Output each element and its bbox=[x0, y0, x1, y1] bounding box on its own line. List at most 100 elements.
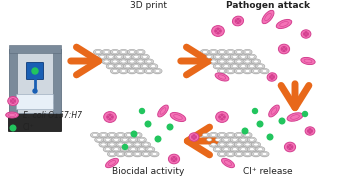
Text: Pathogen attack: Pathogen attack bbox=[226, 1, 310, 10]
Ellipse shape bbox=[226, 60, 235, 65]
Ellipse shape bbox=[98, 54, 107, 59]
Ellipse shape bbox=[105, 158, 118, 168]
Ellipse shape bbox=[144, 60, 154, 65]
Ellipse shape bbox=[207, 55, 212, 58]
Ellipse shape bbox=[200, 49, 209, 55]
Circle shape bbox=[273, 76, 274, 77]
Ellipse shape bbox=[222, 54, 231, 59]
Ellipse shape bbox=[239, 55, 248, 60]
Ellipse shape bbox=[215, 65, 220, 68]
Ellipse shape bbox=[200, 50, 209, 55]
Bar bbox=[9, 49, 17, 113]
Ellipse shape bbox=[230, 137, 239, 142]
Ellipse shape bbox=[136, 60, 145, 65]
Ellipse shape bbox=[103, 147, 112, 152]
Ellipse shape bbox=[249, 148, 254, 151]
Ellipse shape bbox=[236, 133, 242, 136]
Ellipse shape bbox=[217, 59, 226, 64]
Ellipse shape bbox=[139, 138, 144, 141]
Ellipse shape bbox=[151, 65, 156, 68]
Ellipse shape bbox=[262, 70, 267, 73]
Ellipse shape bbox=[138, 60, 143, 63]
Ellipse shape bbox=[226, 50, 235, 55]
Circle shape bbox=[167, 124, 173, 130]
Ellipse shape bbox=[213, 64, 222, 69]
Ellipse shape bbox=[142, 65, 147, 68]
Ellipse shape bbox=[228, 70, 233, 73]
Ellipse shape bbox=[249, 65, 254, 68]
Ellipse shape bbox=[131, 138, 136, 141]
Ellipse shape bbox=[251, 69, 260, 74]
Ellipse shape bbox=[222, 137, 231, 142]
Circle shape bbox=[145, 121, 151, 127]
Ellipse shape bbox=[211, 50, 216, 53]
Ellipse shape bbox=[107, 152, 117, 157]
Ellipse shape bbox=[230, 147, 239, 152]
Ellipse shape bbox=[247, 54, 256, 59]
Ellipse shape bbox=[110, 49, 120, 55]
Ellipse shape bbox=[144, 68, 154, 74]
Ellipse shape bbox=[209, 143, 218, 148]
Ellipse shape bbox=[213, 137, 222, 142]
Ellipse shape bbox=[236, 60, 242, 63]
Circle shape bbox=[195, 136, 196, 138]
Ellipse shape bbox=[236, 70, 242, 73]
Ellipse shape bbox=[112, 138, 121, 143]
Ellipse shape bbox=[234, 49, 243, 55]
Ellipse shape bbox=[247, 64, 256, 70]
Ellipse shape bbox=[209, 133, 218, 138]
Ellipse shape bbox=[251, 142, 260, 147]
Ellipse shape bbox=[217, 132, 226, 138]
Ellipse shape bbox=[141, 151, 151, 157]
Ellipse shape bbox=[243, 143, 252, 148]
Ellipse shape bbox=[96, 50, 101, 53]
Ellipse shape bbox=[106, 64, 115, 70]
Ellipse shape bbox=[249, 138, 254, 141]
FancyBboxPatch shape bbox=[27, 63, 44, 80]
Ellipse shape bbox=[142, 55, 147, 58]
Ellipse shape bbox=[125, 65, 130, 68]
Ellipse shape bbox=[213, 147, 222, 153]
Ellipse shape bbox=[123, 55, 132, 60]
Ellipse shape bbox=[228, 153, 233, 156]
Text: 3D print: 3D print bbox=[130, 1, 167, 10]
Ellipse shape bbox=[234, 68, 243, 74]
Bar bbox=[9, 45, 61, 53]
Ellipse shape bbox=[99, 133, 108, 138]
Ellipse shape bbox=[124, 151, 134, 157]
Ellipse shape bbox=[92, 133, 98, 136]
Ellipse shape bbox=[228, 143, 233, 146]
Ellipse shape bbox=[124, 132, 134, 138]
Ellipse shape bbox=[134, 55, 139, 58]
Ellipse shape bbox=[243, 152, 252, 157]
Ellipse shape bbox=[234, 132, 243, 138]
Ellipse shape bbox=[215, 73, 229, 81]
Circle shape bbox=[10, 125, 16, 131]
Ellipse shape bbox=[134, 65, 139, 68]
Circle shape bbox=[139, 108, 144, 114]
Ellipse shape bbox=[144, 59, 154, 64]
Ellipse shape bbox=[136, 59, 145, 64]
Ellipse shape bbox=[124, 152, 134, 157]
Circle shape bbox=[173, 160, 175, 161]
Ellipse shape bbox=[126, 133, 132, 136]
Ellipse shape bbox=[256, 147, 265, 153]
Ellipse shape bbox=[247, 147, 256, 153]
Ellipse shape bbox=[95, 137, 104, 142]
Ellipse shape bbox=[109, 143, 115, 146]
Ellipse shape bbox=[116, 152, 125, 157]
Ellipse shape bbox=[133, 152, 142, 157]
Ellipse shape bbox=[106, 64, 115, 69]
Ellipse shape bbox=[211, 133, 216, 136]
Ellipse shape bbox=[140, 64, 149, 69]
Ellipse shape bbox=[132, 64, 141, 69]
Ellipse shape bbox=[116, 142, 125, 147]
Ellipse shape bbox=[260, 68, 269, 74]
Ellipse shape bbox=[224, 138, 229, 141]
Ellipse shape bbox=[226, 49, 235, 55]
Ellipse shape bbox=[216, 112, 228, 122]
Ellipse shape bbox=[124, 143, 134, 148]
Ellipse shape bbox=[209, 132, 218, 138]
Ellipse shape bbox=[215, 55, 220, 58]
Ellipse shape bbox=[113, 60, 118, 63]
